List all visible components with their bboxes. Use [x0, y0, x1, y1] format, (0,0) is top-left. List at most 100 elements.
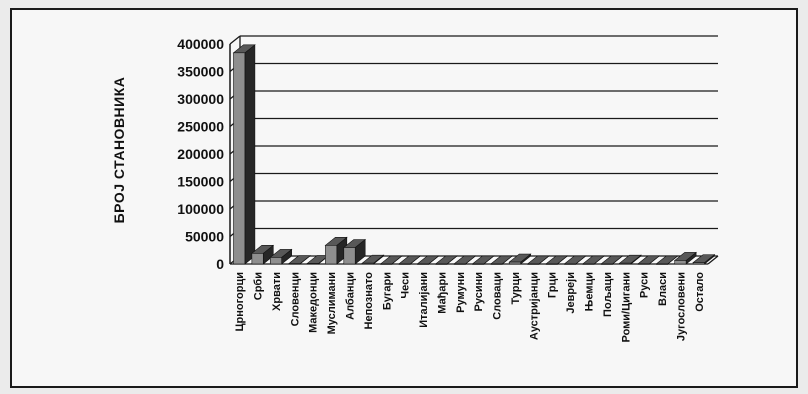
category-label: Њемци [584, 272, 596, 311]
category-label: Срби [253, 272, 265, 300]
bar-front [306, 263, 319, 265]
bar [526, 255, 550, 265]
bar-top [471, 255, 495, 265]
bar [637, 255, 661, 265]
category-label: Македонци [308, 272, 320, 333]
y-axis-label: БРОЈ СТАНОВНИКА [111, 77, 127, 224]
bar [673, 251, 697, 265]
category-label: Роми/Цигани [620, 272, 632, 343]
bar-top [581, 255, 606, 265]
bar-front [508, 261, 521, 265]
category-label: Бугари [381, 272, 393, 310]
category-label: Хрвати [271, 272, 283, 311]
bar-top [416, 255, 440, 265]
bar [434, 255, 458, 265]
y-tick-labels: 0 50000 100000 150000 200000 250000 300000 3500… [177, 36, 224, 272]
bar-front [233, 52, 246, 265]
bar-front [692, 262, 705, 265]
y-tick-label: 50000 [185, 229, 224, 245]
bar-top [434, 255, 458, 265]
grid-lines [229, 35, 719, 265]
category-label: Италијани [418, 272, 430, 328]
category-label: Грци [547, 272, 559, 298]
bar [361, 254, 385, 265]
category-label: Остало [694, 272, 706, 312]
bar [490, 255, 514, 265]
category-label: Албанци [345, 272, 357, 320]
bar-front [251, 253, 264, 265]
category-labels: Црногорци Срби Хрвати Словенци Македонци Мусл… [234, 272, 706, 343]
bar-front [637, 263, 650, 265]
bar [618, 254, 642, 265]
bar-front [656, 263, 669, 265]
category-label: Мађари [436, 272, 448, 314]
bar [508, 253, 532, 265]
bar-top [453, 255, 477, 265]
category-label: Југословени [675, 272, 687, 341]
bar [269, 248, 293, 265]
bar-front [417, 263, 430, 265]
y-tick-label: 0 [216, 256, 224, 272]
y-tick-label: 200000 [177, 146, 224, 162]
bar-front [288, 263, 301, 265]
category-label: Словенци [289, 272, 301, 326]
bar [545, 255, 569, 265]
chart-frame: 0 50000 100000 150000 200000 250000 300000 3500… [10, 8, 798, 388]
bar [232, 44, 256, 265]
category-label: Муслимани [326, 272, 338, 334]
bar-front [564, 263, 577, 265]
bar [342, 238, 367, 265]
bar-front [398, 263, 411, 265]
bar [600, 255, 624, 265]
grid-diagonal [229, 35, 241, 45]
category-label: Непознато [363, 272, 375, 330]
category-label: Русини [473, 272, 485, 311]
y-tick-label: 100000 [177, 201, 224, 217]
bars [232, 44, 716, 265]
bar-front [343, 247, 356, 265]
bar-top [526, 255, 550, 265]
bar-front [674, 260, 687, 265]
bar [692, 254, 716, 265]
bar [251, 244, 275, 265]
bar-front [545, 263, 558, 265]
bar-front [472, 263, 485, 265]
bar-front [527, 263, 540, 265]
y-tick-label: 150000 [177, 174, 224, 190]
category-label: Турци [510, 272, 522, 305]
bar-top [600, 255, 624, 265]
bar-front [325, 245, 338, 265]
bar-front [269, 257, 282, 265]
bar-top [287, 255, 311, 265]
category-label: Аустријанци [528, 272, 540, 340]
bar-top [637, 255, 661, 265]
floor-edge [707, 255, 719, 265]
bar-front [490, 263, 503, 265]
bar [471, 255, 495, 265]
y-tick-label: 400000 [177, 36, 224, 52]
category-label: Чеси [400, 272, 412, 299]
bar-side [244, 44, 256, 265]
bar [563, 255, 587, 265]
bar-front [380, 263, 393, 265]
category-label: Власи [657, 272, 669, 306]
bar-front [582, 263, 595, 265]
bar [379, 255, 403, 265]
y-tick-label: 300000 [177, 91, 224, 107]
bar [287, 255, 311, 265]
category-label: Пољаци [602, 272, 614, 317]
bar [581, 255, 606, 265]
bar-top [545, 255, 569, 265]
bar [655, 255, 679, 265]
category-label: Румуни [455, 272, 467, 313]
category-label: Јевреји [565, 272, 577, 314]
bar-front [619, 262, 632, 265]
bar [398, 255, 422, 265]
y-tick-label: 250000 [177, 119, 224, 135]
bar-front [453, 263, 466, 265]
category-label: Словаци [492, 272, 504, 320]
bar-top [379, 255, 403, 265]
bar-top [398, 255, 422, 265]
bar [453, 255, 477, 265]
y-tick-label: 350000 [177, 64, 224, 80]
